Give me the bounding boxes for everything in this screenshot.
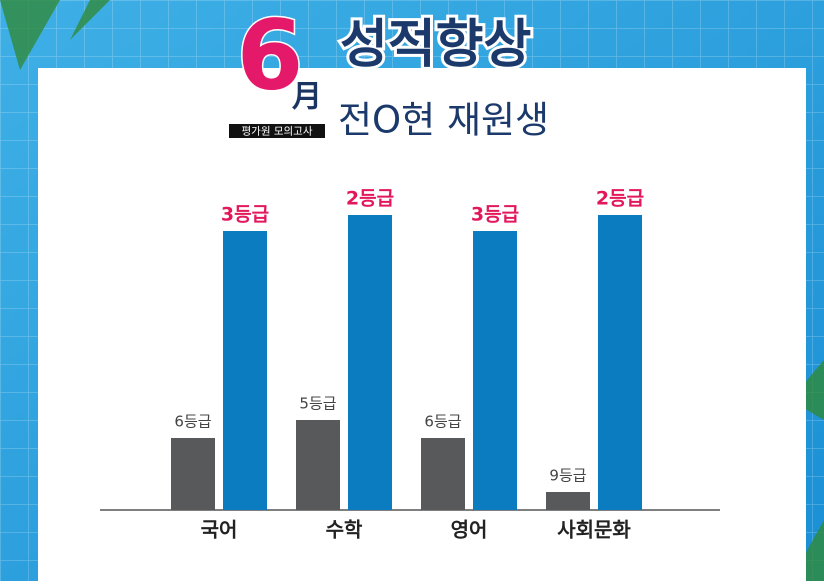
bar <box>598 215 642 510</box>
x-tick-label: 수학 <box>326 518 363 542</box>
value-label: 3등급 <box>471 204 519 226</box>
x-tick-label: 사회문화 <box>557 518 631 542</box>
bar <box>348 215 392 510</box>
value-label: 6등급 <box>424 413 461 431</box>
value-label: 2등급 <box>596 188 644 210</box>
bar <box>421 438 465 510</box>
bar <box>473 231 517 510</box>
title: 성적향상 <box>340 15 531 75</box>
x-tick-label: 국어 <box>201 518 238 542</box>
x-tick-label: 영어 <box>451 518 488 542</box>
month: 6 <box>237 0 304 111</box>
value-label: 5등급 <box>299 395 336 413</box>
value-label: 9등급 <box>549 467 586 485</box>
subtitle: 전O현 재원생 <box>338 99 549 142</box>
exam-box <box>229 124 325 138</box>
bar <box>223 231 267 510</box>
leaf <box>0 0 110 70</box>
value-label: 3등급 <box>221 204 269 226</box>
exam: 평가원 모의고사 <box>242 126 313 138</box>
leaf <box>790 360 824 581</box>
bar <box>296 420 340 510</box>
bar <box>546 492 590 510</box>
value-label: 2등급 <box>346 188 394 210</box>
month-char: 月 <box>292 80 322 115</box>
value-label: 6등급 <box>174 413 211 431</box>
bar <box>171 438 215 510</box>
